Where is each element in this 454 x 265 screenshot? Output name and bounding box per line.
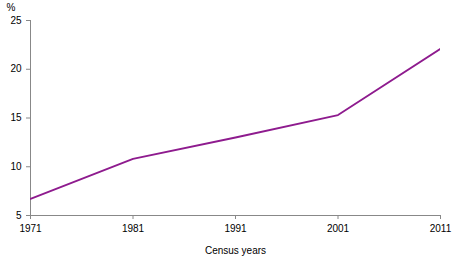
svg-text:25: 25: [10, 15, 22, 26]
svg-text:Census years: Census years: [205, 245, 266, 256]
svg-text:2001: 2001: [327, 223, 350, 234]
svg-text:%: %: [7, 2, 16, 13]
svg-text:10: 10: [10, 161, 22, 172]
svg-text:1991: 1991: [224, 223, 247, 234]
svg-text:5: 5: [16, 210, 22, 221]
svg-text:15: 15: [10, 112, 22, 123]
svg-text:2011: 2011: [430, 223, 452, 234]
svg-text:20: 20: [10, 63, 22, 74]
svg-text:1981: 1981: [122, 223, 145, 234]
svg-text:1971: 1971: [19, 223, 42, 234]
